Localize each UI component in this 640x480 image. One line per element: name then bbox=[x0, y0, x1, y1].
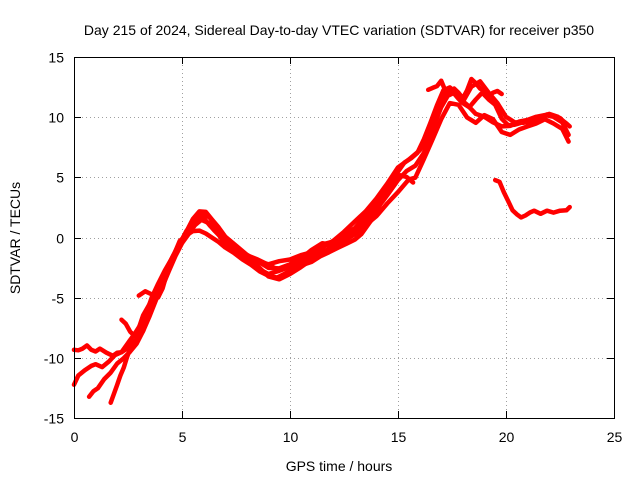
x-tick-label: 15 bbox=[391, 429, 407, 445]
axis-ticks: 0 5 10 15 20 25 15 10 5 0 -5 -10 -15 bbox=[44, 50, 623, 446]
x-tick-label: 25 bbox=[607, 429, 623, 445]
y-axis-label: SDTVAR / TECUs bbox=[7, 182, 23, 294]
y-tick-label: -10 bbox=[44, 351, 64, 367]
x-tick-label: 0 bbox=[71, 429, 79, 445]
series-line-5 bbox=[119, 180, 399, 339]
x-axis-label: GPS time / hours bbox=[286, 458, 393, 474]
y-tick-label: 5 bbox=[56, 170, 64, 186]
x-tick-label: 20 bbox=[499, 429, 515, 445]
x-tick-label: 5 bbox=[179, 429, 187, 445]
series-line-6 bbox=[136, 173, 416, 300]
y-tick-label: 15 bbox=[48, 50, 64, 66]
data-series-group bbox=[71, 76, 572, 405]
series-line-8 bbox=[492, 177, 572, 220]
y-tick-label: -15 bbox=[44, 411, 64, 427]
series-line-7 bbox=[425, 76, 504, 101]
chart-title: Day 215 of 2024, Sidereal Day-to-day VTE… bbox=[84, 22, 594, 38]
x-tick-label: 10 bbox=[283, 429, 299, 445]
y-tick-label: -5 bbox=[52, 291, 65, 307]
y-tick-label: 0 bbox=[56, 231, 64, 247]
y-tick-label: 10 bbox=[48, 110, 64, 126]
